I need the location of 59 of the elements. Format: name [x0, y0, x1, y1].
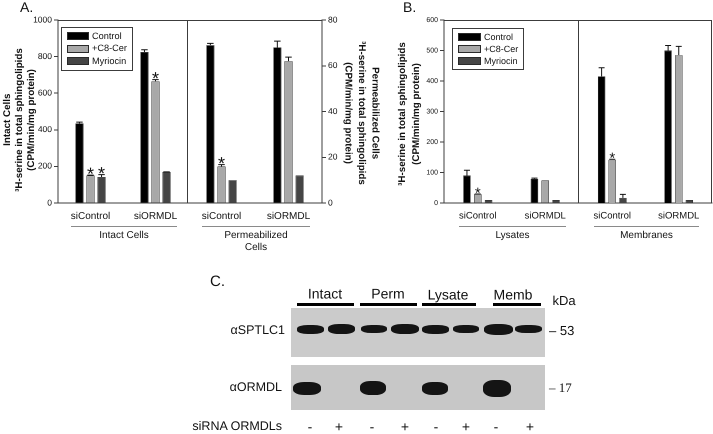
y-tick-label: 800 — [38, 50, 52, 61]
legend-label: Myriocin — [92, 56, 126, 66]
annotation: * — [218, 154, 226, 174]
text: - — [308, 418, 312, 434]
text: - — [434, 418, 438, 434]
chart-title: B. — [403, 0, 416, 16]
y-tick-label: 200 — [38, 160, 52, 171]
x-axis-title: Membranes — [620, 230, 673, 242]
y-tick-label: 600 — [38, 88, 52, 98]
x-tick-label: siORMDL — [266, 210, 311, 222]
text: Lysate — [428, 286, 468, 303]
text: - — [494, 418, 498, 434]
text: + — [334, 418, 344, 434]
text: αSPTLC1 — [230, 323, 285, 338]
text: + — [400, 418, 410, 434]
y-tick-label: 0 — [47, 197, 52, 208]
text: + — [462, 418, 470, 434]
text: + — [526, 418, 534, 434]
annotation: * — [609, 150, 616, 168]
y-tick-label: 0 — [328, 197, 333, 208]
y-axis-title: Intact Cells ³H-serine in total sphingolipids (CPM/min/mg protein) — [2, 48, 38, 192]
legend-label: Control — [484, 32, 514, 42]
legend-label: +C8-Cer — [92, 43, 127, 54]
x-axis-title: Permeabilized Cells — [223, 230, 289, 254]
x-tick-label: siControl — [594, 210, 631, 222]
x-tick-label: siControl — [202, 210, 242, 222]
x-tick-label: siControl — [70, 210, 110, 222]
x-axis-title: Lysates — [495, 230, 530, 242]
text: siRNA ORMDLs — [192, 419, 282, 434]
y-tick-label: 20 — [328, 152, 338, 162]
annotation: * — [98, 164, 106, 184]
y-tick-label: 80 — [328, 14, 338, 24]
y-tick-label: 40 — [328, 106, 338, 116]
text: - — [370, 418, 374, 434]
legend-label: Control — [92, 30, 122, 41]
legend-label: Myriocin — [484, 56, 518, 66]
y-tick-label: 400 — [38, 124, 52, 134]
x-axis-title: Intact Cells — [99, 230, 149, 242]
legend-label: +C8-Cer — [484, 44, 518, 54]
chart-title: A. — [20, 0, 34, 16]
x-tick-label: siControl — [459, 210, 496, 222]
text: C. — [210, 273, 225, 290]
annotation: * — [474, 184, 481, 202]
x-tick-label: siORMDL — [134, 210, 178, 222]
annotation: * — [86, 164, 94, 184]
text: kDa — [552, 292, 576, 308]
y-tick-label: 60 — [328, 60, 338, 70]
y-axis-title: ³H-serine in total sphingolipids (CPM/min/mg protein) — [396, 42, 423, 186]
text: αORMDL — [230, 380, 282, 395]
text: Perm — [371, 285, 405, 302]
y-tick-label: 1000 — [33, 14, 52, 24]
y-axis-title: Permeabilized Cells ³H-serine in total sphingolipids (CPM/min/mg protein) — [342, 41, 382, 185]
text: – 53 — [549, 322, 574, 338]
annotation: * — [152, 68, 160, 89]
text: Intact — [308, 285, 342, 302]
x-tick-label: siORMDL — [658, 210, 700, 222]
text: – 17 — [549, 380, 572, 396]
x-tick-label: siORMDL — [524, 210, 566, 222]
text: Memb — [494, 286, 532, 303]
